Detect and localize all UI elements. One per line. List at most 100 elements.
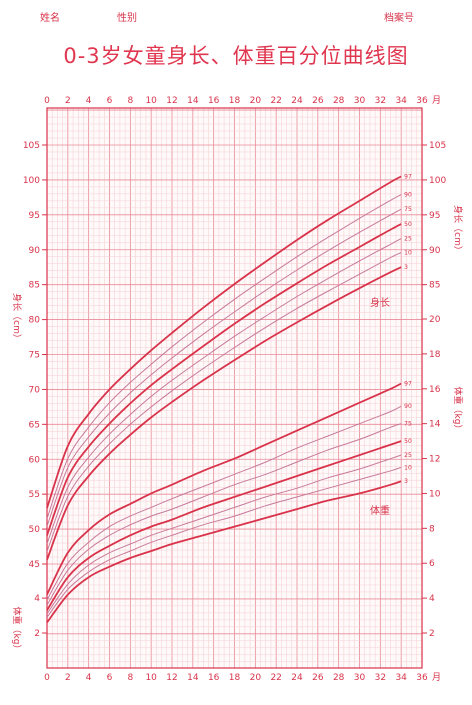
length-line-p3 <box>46 266 402 561</box>
length-tick-label-left: 55 <box>29 490 40 500</box>
x-tick-label-bottom: 4 <box>86 673 92 683</box>
weight-line-p97 <box>46 382 402 596</box>
length-axis-label-left: 身长（cm） <box>11 293 23 343</box>
x-tick-label-bottom: 26 <box>312 673 324 683</box>
weight-tick-label-right: 16 <box>429 385 441 395</box>
length-percentile-label: 3 <box>404 264 408 271</box>
length-percentile-label: 97 <box>404 173 412 180</box>
length-tick-label-left: 65 <box>29 420 40 430</box>
x-tick-label-top: 2 <box>65 96 71 106</box>
length-percentile-label: 50 <box>404 221 412 228</box>
x-tick-label-bottom: 8 <box>127 673 133 683</box>
x-tick-label-bottom: 10 <box>145 673 157 683</box>
length-axis-label-right: 身长（cm） <box>452 205 464 255</box>
weight-axis-label-left: 体重（kg） <box>11 607 23 654</box>
x-tick-label-top: 24 <box>291 96 303 106</box>
length-percentile-label: 90 <box>404 192 412 199</box>
length-tick-label-left: 85 <box>29 281 40 291</box>
length-line-p25 <box>46 238 402 544</box>
length-tick-label-left: 80 <box>29 316 41 326</box>
x-unit-label-bottom: 月 <box>432 672 441 683</box>
length-line-p97 <box>46 175 402 509</box>
x-tick-label-top: 8 <box>127 96 133 106</box>
length-tick-label-left: 45 <box>29 560 40 570</box>
weight-line-p25 <box>46 454 402 615</box>
x-tick-label-top: 22 <box>270 96 281 106</box>
x-tick-label-bottom: 14 <box>187 673 199 683</box>
weight-tick-label-left: 4 <box>34 594 40 604</box>
weight-tick-label-right: 10 <box>429 489 441 499</box>
weight-line-p3 <box>46 480 402 624</box>
x-tick-label-bottom: 32 <box>375 673 386 683</box>
x-unit-label-top: 月 <box>432 95 441 106</box>
weight-tick-label-right: 8 <box>429 524 435 534</box>
weight-percentile-label: 25 <box>404 452 412 459</box>
x-tick-label-top: 12 <box>166 96 177 106</box>
weight-percentile-label: 97 <box>404 381 412 388</box>
weight-line-p90 <box>46 405 402 601</box>
weight-tick-label-right: 4 <box>429 594 435 604</box>
weight-percentile-label: 10 <box>404 464 412 471</box>
length-percentile-label: 75 <box>404 206 412 213</box>
length-tick-label-left: 100 <box>23 176 40 186</box>
weight-percentile-label: 3 <box>404 478 408 485</box>
x-tick-label-bottom: 18 <box>229 673 241 683</box>
weight-line-p50 <box>46 440 402 611</box>
length-line-p90 <box>46 194 402 519</box>
x-tick-label-bottom: 20 <box>250 673 262 683</box>
weight-tick-label-right: 12 <box>429 455 440 465</box>
weight-percentile-label: 75 <box>404 421 412 428</box>
length-line-p75 <box>46 208 402 527</box>
weight-percentile-label: 50 <box>404 438 412 445</box>
x-tick-label-top: 20 <box>250 96 262 106</box>
weight-axis-label-right: 体重（kg） <box>452 387 464 434</box>
weight-tick-label-right: 18 <box>429 350 441 360</box>
gender-label: 性别 <box>117 13 137 24</box>
x-tick-label-bottom: 24 <box>291 673 303 683</box>
weight-line-p75 <box>46 423 402 606</box>
x-tick-label-top: 6 <box>107 96 113 106</box>
name-label: 姓名 <box>40 13 60 24</box>
length-tick-label-left: 105 <box>23 141 40 151</box>
x-tick-label-top: 16 <box>208 96 220 106</box>
x-tick-label-top: 18 <box>229 96 241 106</box>
length-line-p50 <box>46 223 402 536</box>
x-tick-label-bottom: 22 <box>270 673 281 683</box>
x-tick-label-bottom: 12 <box>166 673 177 683</box>
weight-tick-label-right: 6 <box>429 559 435 569</box>
weight-tick-label-right: 14 <box>429 420 441 430</box>
x-tick-label-bottom: 36 <box>416 673 428 683</box>
x-tick-label-top: 36 <box>416 96 428 106</box>
length-tick-label-right: 85 <box>429 281 440 291</box>
x-tick-label-bottom: 28 <box>333 673 345 683</box>
x-tick-label-bottom: 2 <box>65 673 71 683</box>
x-tick-label-top: 34 <box>395 96 407 106</box>
x-tick-label-top: 10 <box>145 96 157 106</box>
x-tick-label-top: 30 <box>354 96 366 106</box>
weight-percentile-label: 90 <box>404 403 412 410</box>
x-tick-label-top: 26 <box>312 96 324 106</box>
length-tick-label-left: 50 <box>29 525 41 535</box>
length-percentile-label: 25 <box>404 236 412 243</box>
x-tick-label-top: 4 <box>86 96 92 106</box>
length-tick-label-left: 75 <box>29 351 40 361</box>
x-tick-label-bottom: 30 <box>354 673 366 683</box>
length-tick-label-left: 90 <box>29 246 41 256</box>
x-tick-label-bottom: 34 <box>395 673 407 683</box>
length-tick-label-right: 90 <box>429 246 441 256</box>
weight-tick-label-right: 2 <box>429 629 435 639</box>
length-tick-label-left: 60 <box>29 455 41 465</box>
length-tick-label-right: 95 <box>429 211 440 221</box>
x-tick-label-top: 14 <box>187 96 199 106</box>
length-line-p10 <box>46 252 402 552</box>
x-tick-label-top: 28 <box>333 96 345 106</box>
x-tick-label-top: 32 <box>375 96 386 106</box>
x-tick-label-top: 0 <box>44 96 50 106</box>
weight-line-p10 <box>46 466 402 618</box>
length-tick-label-right: 105 <box>429 141 446 151</box>
x-tick-label-bottom: 16 <box>208 673 220 683</box>
x-tick-label-bottom: 0 <box>44 673 50 683</box>
weight-tick-label-right: 20 <box>429 315 441 325</box>
x-tick-label-bottom: 6 <box>107 673 113 683</box>
